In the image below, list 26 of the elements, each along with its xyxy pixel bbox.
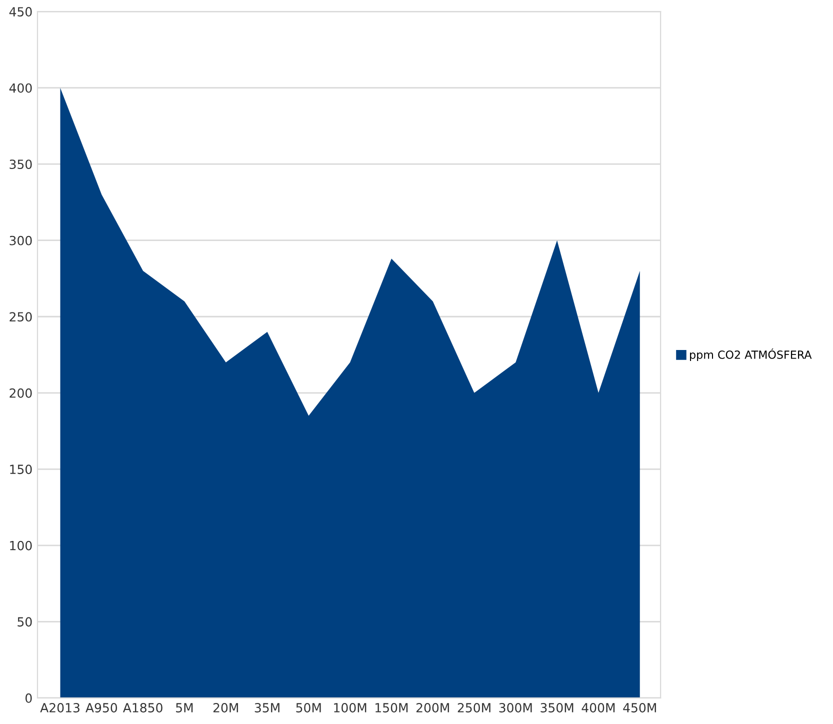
- x-tick-label: 450M: [623, 703, 656, 712]
- x-tick-label: 5M: [176, 703, 193, 712]
- x-tick-label: A950: [86, 703, 118, 712]
- x-tick-label: 250M: [458, 703, 490, 712]
- x-tick-label: A1850: [122, 703, 162, 712]
- y-tick-label: 250: [10, 312, 32, 322]
- x-tick-label: 35M: [254, 703, 280, 712]
- y-tick-label: 200: [10, 388, 32, 398]
- y-tick-label: 350: [10, 160, 32, 170]
- x-tick-label: 300M: [499, 703, 532, 712]
- x-tick-label: A2013: [40, 703, 80, 712]
- x-tick-label: 100M: [334, 703, 366, 712]
- y-tick-label: 0: [25, 693, 32, 703]
- x-tick-label: 200M: [416, 703, 449, 712]
- x-tick-label: 50M: [296, 703, 321, 712]
- y-tick-label: 50: [18, 617, 32, 627]
- x-tick-label: 20M: [213, 703, 238, 712]
- y-tick-label: 450: [9, 7, 32, 17]
- y-tick-label: 150: [10, 464, 32, 474]
- x-tick-label: 400M: [582, 703, 615, 712]
- y-tick-label: 300: [10, 236, 32, 246]
- y-tick-label: 100: [10, 540, 32, 550]
- x-tick-label: 150M: [376, 703, 408, 712]
- legend-label: ppm CO2 ATMÓSFERA: [690, 348, 812, 362]
- y-tick-label: 400: [9, 83, 32, 93]
- x-tick-label: 350M: [540, 703, 574, 712]
